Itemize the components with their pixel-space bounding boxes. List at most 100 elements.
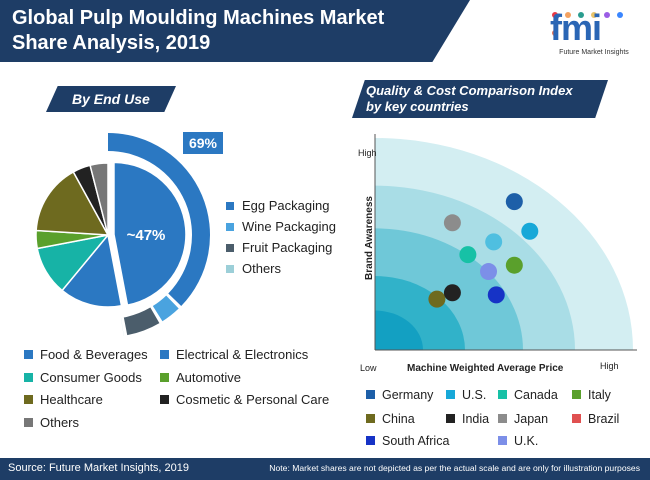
legend-swatch (226, 223, 234, 231)
pie-legend-item: Automotive (160, 371, 241, 385)
legend-label: Others (242, 261, 282, 276)
pie-slice-food-beverages (113, 161, 187, 307)
legend-swatch (446, 414, 455, 423)
ring-value-label: 69% (189, 135, 218, 151)
title-band (0, 0, 470, 62)
legend-label: Automotive (176, 370, 242, 385)
legend-swatch (24, 395, 33, 404)
legend-swatch (572, 390, 581, 399)
quality-cost-scatter: High Low High Machine Weighted Average Pric… (358, 134, 637, 374)
quality-cost-label: Quality & Cost Comparison Index by key c… (352, 80, 608, 118)
logo-dot (604, 12, 610, 18)
note-text: Note: Market shares are not depicted as … (269, 463, 640, 473)
legend-label: U.S. (462, 388, 487, 402)
header: Global Pulp Moulding Machines Market Sha… (0, 0, 650, 62)
legend-label: Egg Packaging (242, 198, 330, 213)
legend-label: Healthcare (40, 392, 103, 407)
point-canada (459, 246, 477, 264)
page-title: Global Pulp Moulding Machines Market Sha… (12, 6, 432, 56)
y-high-label: High (358, 148, 377, 158)
quality-cost-label-line1: Quality & Cost Comparison Index (366, 83, 573, 98)
legend-swatch (24, 350, 33, 359)
legend-swatch (366, 436, 375, 445)
country-legend-item: Italy (572, 388, 611, 402)
country-legend-item: Canada (498, 388, 558, 402)
pie-legend-item: Food & Beverages (24, 348, 148, 362)
by-end-use-label: By End Use (46, 86, 176, 112)
pie-slice-healthcare (35, 170, 110, 236)
quarter-band-4 (375, 310, 423, 350)
country-legend-item: Japan (498, 412, 548, 426)
pie-slice-others (89, 162, 109, 236)
ring-segment-fruit-packaging (123, 307, 160, 336)
ring-value-badge (183, 132, 223, 154)
legend-label: Italy (588, 388, 611, 402)
legend-label: U.K. (514, 434, 539, 448)
legend-swatch (572, 414, 581, 423)
country-legend-item: South Africa (366, 434, 449, 448)
legend-label: Fruit Packaging (242, 240, 333, 255)
logo-dot (552, 12, 558, 18)
logo-letters: fmi (550, 7, 602, 48)
ring-legend-item: Egg Packaging (226, 199, 329, 213)
ring-legend-item: Fruit Packaging (226, 241, 332, 255)
end-use-pie-chart: ~47% 69% (35, 132, 223, 336)
y-axis-label: Brand Awareness (364, 196, 375, 280)
legend-swatch (446, 390, 455, 399)
point-india (443, 284, 461, 302)
logo-dots (552, 5, 640, 41)
country-legend-item: Germany (366, 388, 433, 402)
logo-dot (591, 12, 597, 18)
ring-segment-others (120, 317, 124, 336)
legend-label: Cosmetic & Personal Care (176, 392, 330, 407)
country-legend-item: China (366, 412, 415, 426)
country-legend-item: India (446, 412, 489, 426)
legend-swatch (160, 373, 169, 382)
legend-label: Brazil (588, 412, 620, 426)
point-unlabeled (485, 233, 503, 251)
legend-swatch (366, 414, 375, 423)
legend-swatch (160, 395, 169, 404)
legend-label: China (382, 412, 415, 426)
pie-legend-item: Others (24, 416, 79, 430)
ring-segment-egg-packaging (108, 133, 211, 307)
point-u-s (521, 222, 539, 240)
legend-swatch (366, 390, 375, 399)
x-axis-label: Machine Weighted Average Price (407, 363, 564, 374)
source-text: Source: Future Market Insights, 2019 (8, 462, 189, 474)
footer: Source: Future Market Insights, 2019 Not… (0, 458, 650, 480)
point-u-k (480, 263, 498, 281)
title-line-1: Global Pulp Moulding Machines Market (12, 7, 385, 29)
legend-label: Japan (514, 412, 549, 426)
pie-slice-electrical-electronics (61, 233, 123, 308)
x-low-label: Low (360, 363, 377, 373)
country-legend-item: U.S. (446, 388, 486, 402)
legend-label: Consumer Goods (40, 370, 142, 385)
legend-label: Germany (382, 388, 434, 402)
pie-legend-item: Cosmetic & Personal Care (160, 393, 329, 407)
point-china (428, 290, 446, 308)
legend-label: Others (40, 415, 80, 430)
quality-cost-label-line2: by key countries (366, 99, 469, 114)
legend-swatch (226, 244, 234, 252)
legend-swatch (498, 414, 507, 423)
legend-label: Food & Beverages (40, 347, 148, 362)
point-south-africa (487, 286, 505, 304)
pie-legend-item: Healthcare (24, 393, 103, 407)
pie-center-label: ~47% (127, 227, 166, 244)
logo-dot (565, 12, 571, 18)
logo-tagline: Future Market Insights (559, 49, 629, 56)
legend-swatch (226, 265, 234, 273)
legend-swatch (226, 202, 234, 210)
legend-label: Electrical & Electronics (176, 347, 309, 362)
legend-swatch (160, 350, 169, 359)
pie-legend-item: Electrical & Electronics (160, 348, 308, 362)
fmi-logo: fmi Future Market Insights (548, 10, 640, 58)
country-legend-item: Brazil (572, 412, 619, 426)
point-italy (505, 256, 523, 274)
country-legend-item: U.K. (498, 434, 538, 448)
logo-dot (617, 12, 623, 18)
ring-legend-item: Others (226, 262, 281, 276)
legend-label: Canada (514, 388, 558, 402)
pie-legend-item: Consumer Goods (24, 371, 142, 385)
